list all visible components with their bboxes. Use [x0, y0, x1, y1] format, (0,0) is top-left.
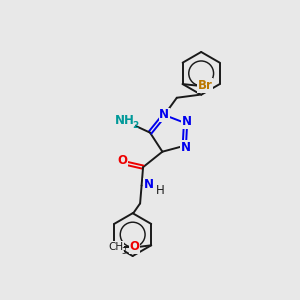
Text: N: N — [181, 141, 191, 154]
Text: N: N — [182, 115, 192, 128]
Text: 2: 2 — [132, 121, 138, 130]
Text: H: H — [156, 184, 164, 197]
Text: N: N — [159, 109, 169, 122]
Text: N: N — [144, 178, 154, 191]
Text: O: O — [130, 240, 140, 253]
Text: 3: 3 — [122, 248, 126, 256]
Text: CH: CH — [108, 242, 123, 252]
Text: NH: NH — [115, 114, 135, 127]
Text: O: O — [117, 154, 127, 167]
Text: Br: Br — [198, 79, 213, 92]
